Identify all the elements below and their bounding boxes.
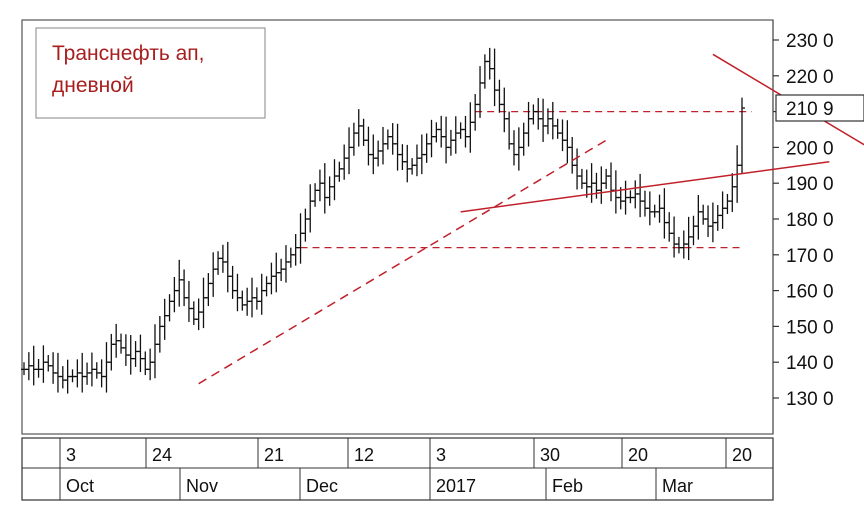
x-day-label-30: 30: [540, 445, 560, 465]
trend-line-1: [198, 139, 607, 385]
x-axis-day-row: 3 24 21 12 3 30 20 20: [59, 438, 752, 468]
y-axis: 130 0 140 0 150 0 160 0 170 0 180 0 190 0 200 0…: [773, 31, 834, 410]
y-tick-label-200: 200 0: [786, 138, 834, 159]
x-day-label-24: 24: [152, 445, 172, 465]
y-tick-label-190: 190 0: [786, 174, 834, 195]
trend-line-2: [460, 160, 830, 213]
x-day-label-21: 21: [264, 445, 284, 465]
x-day-label-3: 3: [66, 445, 76, 465]
x-day-label-12: 12: [354, 445, 374, 465]
last-price-box: [775, 94, 864, 122]
last-price-marker: 210 9: [775, 94, 864, 122]
y-tick-label-170: 170 0: [786, 246, 834, 267]
x-month-label-Nov: Nov: [186, 476, 218, 496]
y-tick-label-230: 230 0: [786, 31, 834, 52]
title-line-2: дневной: [52, 74, 134, 97]
y-tick-label-140: 140 0: [786, 353, 834, 374]
x-day-label-20: 20: [628, 445, 648, 465]
x-month-label-Feb: Feb: [552, 476, 583, 496]
y-tick-label-130: 130 0: [786, 389, 834, 410]
y-tick-label-220: 220 0: [786, 67, 834, 88]
x-month-label-2017: 2017: [436, 476, 476, 496]
title-line-1: Транснефть ап,: [52, 42, 204, 65]
x-axis-month-row: Oct Nov Dec 2017 Feb Mar: [59, 468, 693, 500]
price-bar: [739, 97, 745, 174]
x-month-label-Oct: Oct: [66, 476, 94, 496]
x-axis-frame: [21, 437, 774, 501]
x-day-label-20: 20: [732, 445, 752, 465]
last-price-label: 210 9: [786, 99, 834, 120]
y-tick-label-160: 160 0: [786, 282, 834, 303]
trend-line-3: [712, 53, 864, 146]
x-axis: 3 24 21 12 3 30 20 20 Oct Nov Dec 2017 Feb Mar: [21, 437, 774, 501]
y-tick-label-150: 150 0: [786, 317, 834, 338]
x-month-label-Mar: Mar: [662, 476, 693, 496]
x-day-label-3: 3: [436, 445, 446, 465]
x-month-label-Dec: Dec: [306, 476, 338, 496]
y-tick-label-180: 180 0: [786, 210, 834, 231]
trend-lines: [198, 53, 864, 385]
price-bars: [21, 47, 745, 394]
chart-title: Транснефть ап, дневной: [35, 27, 266, 119]
title-box: [35, 27, 266, 119]
support-levels: [300, 110, 752, 249]
